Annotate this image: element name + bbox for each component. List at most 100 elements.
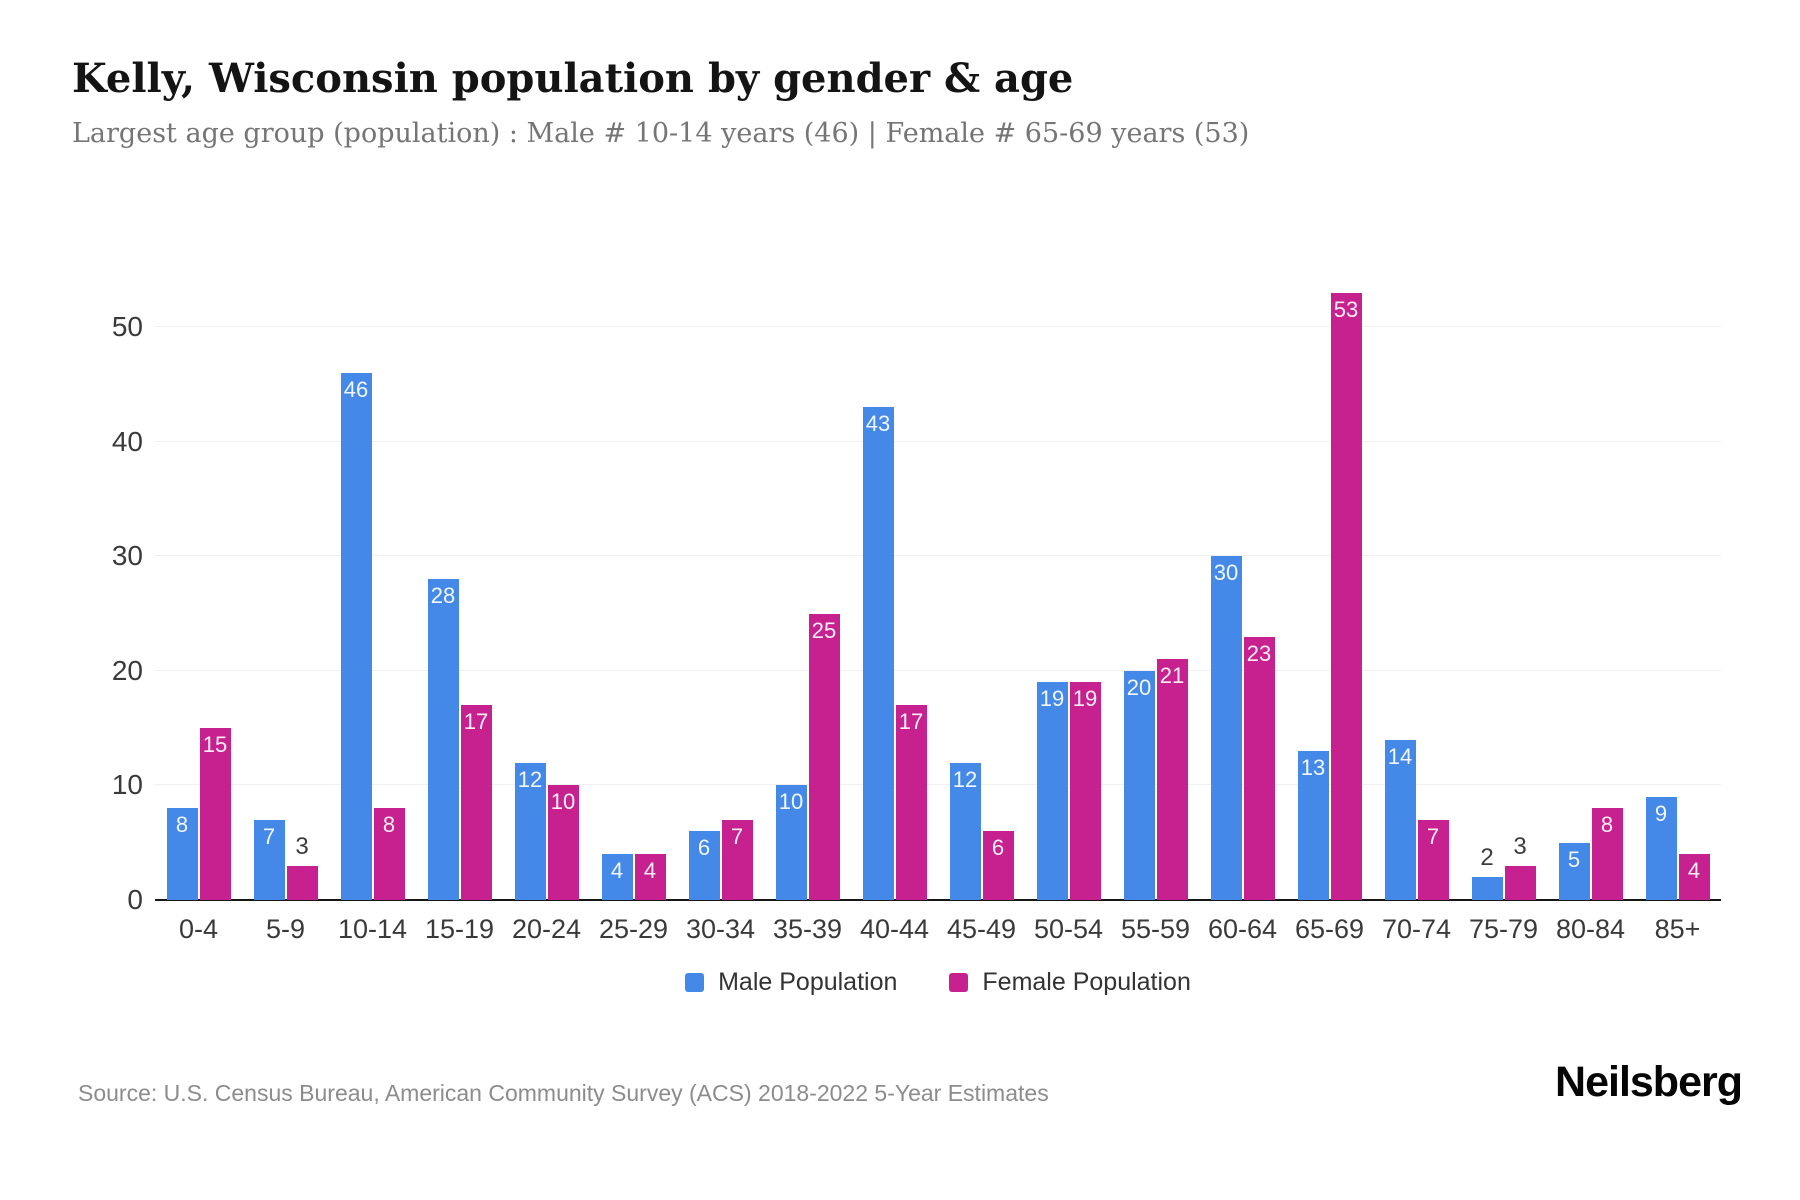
bar-value-label: 8 bbox=[1600, 812, 1614, 838]
bar-female-35-39[interactable]: 25 bbox=[808, 613, 840, 900]
legend: Male Population Female Population bbox=[155, 968, 1721, 997]
bar-male-30-34[interactable]: 6 bbox=[688, 831, 720, 900]
bar-value-label: 7 bbox=[1426, 823, 1440, 849]
bar-group-65-69: 13 53 bbox=[1286, 270, 1373, 900]
bar-female-85[interactable]: 4 bbox=[1678, 854, 1710, 900]
bar-male-15-19[interactable]: 28 bbox=[427, 579, 459, 900]
bar-value-label: 5 bbox=[1567, 846, 1581, 872]
bar-value-label: 2 bbox=[1480, 844, 1494, 872]
bar-value-label: 4 bbox=[610, 858, 624, 884]
gridline-50 bbox=[155, 326, 1721, 328]
bar-value-label: 19 bbox=[1039, 686, 1065, 712]
bar-value-label: 23 bbox=[1246, 640, 1272, 666]
bar-male-85[interactable]: 9 bbox=[1645, 796, 1677, 900]
bar-male-10-14[interactable]: 46 bbox=[340, 373, 372, 900]
bar-female-70-74[interactable]: 7 bbox=[1417, 819, 1449, 900]
x-tick-label-20-24: 20-24 bbox=[511, 914, 582, 944]
bar-female-5-9[interactable]: 3 bbox=[286, 833, 318, 900]
bar-female-20-24[interactable]: 10 bbox=[547, 785, 579, 900]
bar-male-75-79[interactable]: 2 bbox=[1471, 844, 1503, 900]
x-tick-label-30-34: 30-34 bbox=[685, 914, 756, 944]
bar-male-40-44[interactable]: 43 bbox=[862, 407, 894, 900]
bar-male-25-29[interactable]: 4 bbox=[601, 854, 633, 900]
bar-female-15-19[interactable]: 17 bbox=[460, 705, 492, 900]
bar-value-label: 6 bbox=[697, 835, 711, 861]
bar-group-60-64: 30 23 bbox=[1199, 270, 1286, 900]
legend-item-female-population[interactable]: Female Population bbox=[949, 968, 1191, 997]
bar-female-80-84[interactable]: 8 bbox=[1591, 808, 1623, 900]
gridline-20 bbox=[155, 669, 1721, 671]
x-axis-line bbox=[155, 899, 1721, 901]
bar-male-60-64[interactable]: 30 bbox=[1210, 556, 1242, 900]
x-tick-label-10-14: 10-14 bbox=[337, 914, 408, 944]
bar-female-45-49[interactable]: 6 bbox=[982, 831, 1014, 900]
x-tick-label-50-54: 50-54 bbox=[1033, 914, 1104, 944]
bar-male-5-9[interactable]: 7 bbox=[253, 819, 285, 900]
source-text: Source: U.S. Census Bureau, American Com… bbox=[78, 1080, 1049, 1106]
bar-female-50-54[interactable]: 19 bbox=[1069, 682, 1101, 900]
bar-male-50-54[interactable]: 19 bbox=[1036, 682, 1068, 900]
bar-male-45-49[interactable]: 12 bbox=[949, 762, 981, 900]
bar-female-0-4[interactable]: 15 bbox=[199, 728, 231, 900]
legend-item-male-population[interactable]: Male Population bbox=[685, 968, 897, 997]
x-tick-label-65-69: 65-69 bbox=[1294, 914, 1365, 944]
bar-male-0-4[interactable]: 8 bbox=[166, 808, 198, 900]
bar-group-0-4: 8 15 bbox=[155, 270, 242, 900]
bar-value-label: 43 bbox=[865, 411, 891, 437]
bar-value-label: 14 bbox=[1387, 743, 1413, 769]
bar-group-50-54: 19 19 bbox=[1025, 270, 1112, 900]
neilsberg-logo: Neilsberg bbox=[1555, 1058, 1743, 1106]
bar-female-30-34[interactable]: 7 bbox=[721, 819, 753, 900]
bar-value-label: 46 bbox=[343, 377, 369, 403]
bar-value-label: 3 bbox=[295, 832, 309, 860]
bar-group-20-24: 12 10 bbox=[503, 270, 590, 900]
page-subtitle: Largest age group (population) : Male # … bbox=[72, 118, 1250, 149]
bar-value-label: 10 bbox=[778, 789, 804, 815]
bar-female-55-59[interactable]: 21 bbox=[1156, 659, 1188, 900]
legend-label: Male Population bbox=[718, 968, 898, 996]
plot-area: 8 15 7 3 46 8 28 17 12 10 4 4 6 7 10 25 43 17 12 6 19 19 20 21 3… bbox=[155, 270, 1721, 901]
x-tick-label-60-64: 60-64 bbox=[1207, 914, 1278, 944]
bar-female-10-14[interactable]: 8 bbox=[373, 808, 405, 900]
x-tick-label-70-74: 70-74 bbox=[1381, 914, 1452, 944]
bar-female-75-79[interactable]: 3 bbox=[1504, 833, 1536, 900]
bar-male-35-39[interactable]: 10 bbox=[775, 785, 807, 900]
x-tick-label-35-39: 35-39 bbox=[772, 914, 843, 944]
x-axis: 0-4 5-9 10-14 15-19 20-24 25-29 30-34 35-39 40-4… bbox=[155, 914, 1721, 948]
bar-group-55-59: 20 21 bbox=[1112, 270, 1199, 900]
legend-swatch-female bbox=[949, 973, 969, 992]
y-tick-label-0: 0 bbox=[127, 884, 143, 915]
bar-value-label: 12 bbox=[952, 766, 978, 792]
bar-male-70-74[interactable]: 14 bbox=[1384, 739, 1416, 900]
bar-group-35-39: 10 25 bbox=[764, 270, 851, 900]
y-axis: 0 10 20 30 40 50 bbox=[88, 270, 143, 915]
bar-value-label: 6 bbox=[991, 835, 1005, 861]
y-tick-label-30: 30 bbox=[111, 540, 143, 572]
bar-value-label: 28 bbox=[430, 583, 456, 609]
bar-female-25-29[interactable]: 4 bbox=[634, 854, 666, 900]
bar-male-65-69[interactable]: 13 bbox=[1297, 751, 1329, 900]
bar-male-55-59[interactable]: 20 bbox=[1123, 670, 1155, 900]
bar-female-40-44[interactable]: 17 bbox=[895, 705, 927, 900]
x-tick-label-25-29: 25-29 bbox=[598, 914, 669, 944]
y-tick-label-10: 10 bbox=[111, 769, 143, 801]
bar-value-label: 4 bbox=[1687, 858, 1701, 884]
bar-value-label: 53 bbox=[1333, 296, 1359, 322]
bar-female-60-64[interactable]: 23 bbox=[1243, 636, 1275, 900]
bar-value-label: 21 bbox=[1159, 663, 1185, 689]
bar-value-label: 25 bbox=[811, 617, 837, 643]
bar-male-80-84[interactable]: 5 bbox=[1558, 842, 1590, 900]
x-tick-label-45-49: 45-49 bbox=[946, 914, 1017, 944]
x-tick-label-5-9: 5-9 bbox=[265, 914, 306, 944]
bar-value-label: 12 bbox=[517, 766, 543, 792]
x-tick-label-80-84: 80-84 bbox=[1555, 914, 1626, 944]
bar-female-65-69[interactable]: 53 bbox=[1330, 292, 1362, 900]
bar-male-20-24[interactable]: 12 bbox=[514, 762, 546, 900]
bar-value-label: 17 bbox=[463, 709, 489, 735]
bar-value-label: 4 bbox=[643, 858, 657, 884]
bar-group-40-44: 43 17 bbox=[851, 270, 938, 900]
bar-group-45-49: 12 6 bbox=[938, 270, 1025, 900]
